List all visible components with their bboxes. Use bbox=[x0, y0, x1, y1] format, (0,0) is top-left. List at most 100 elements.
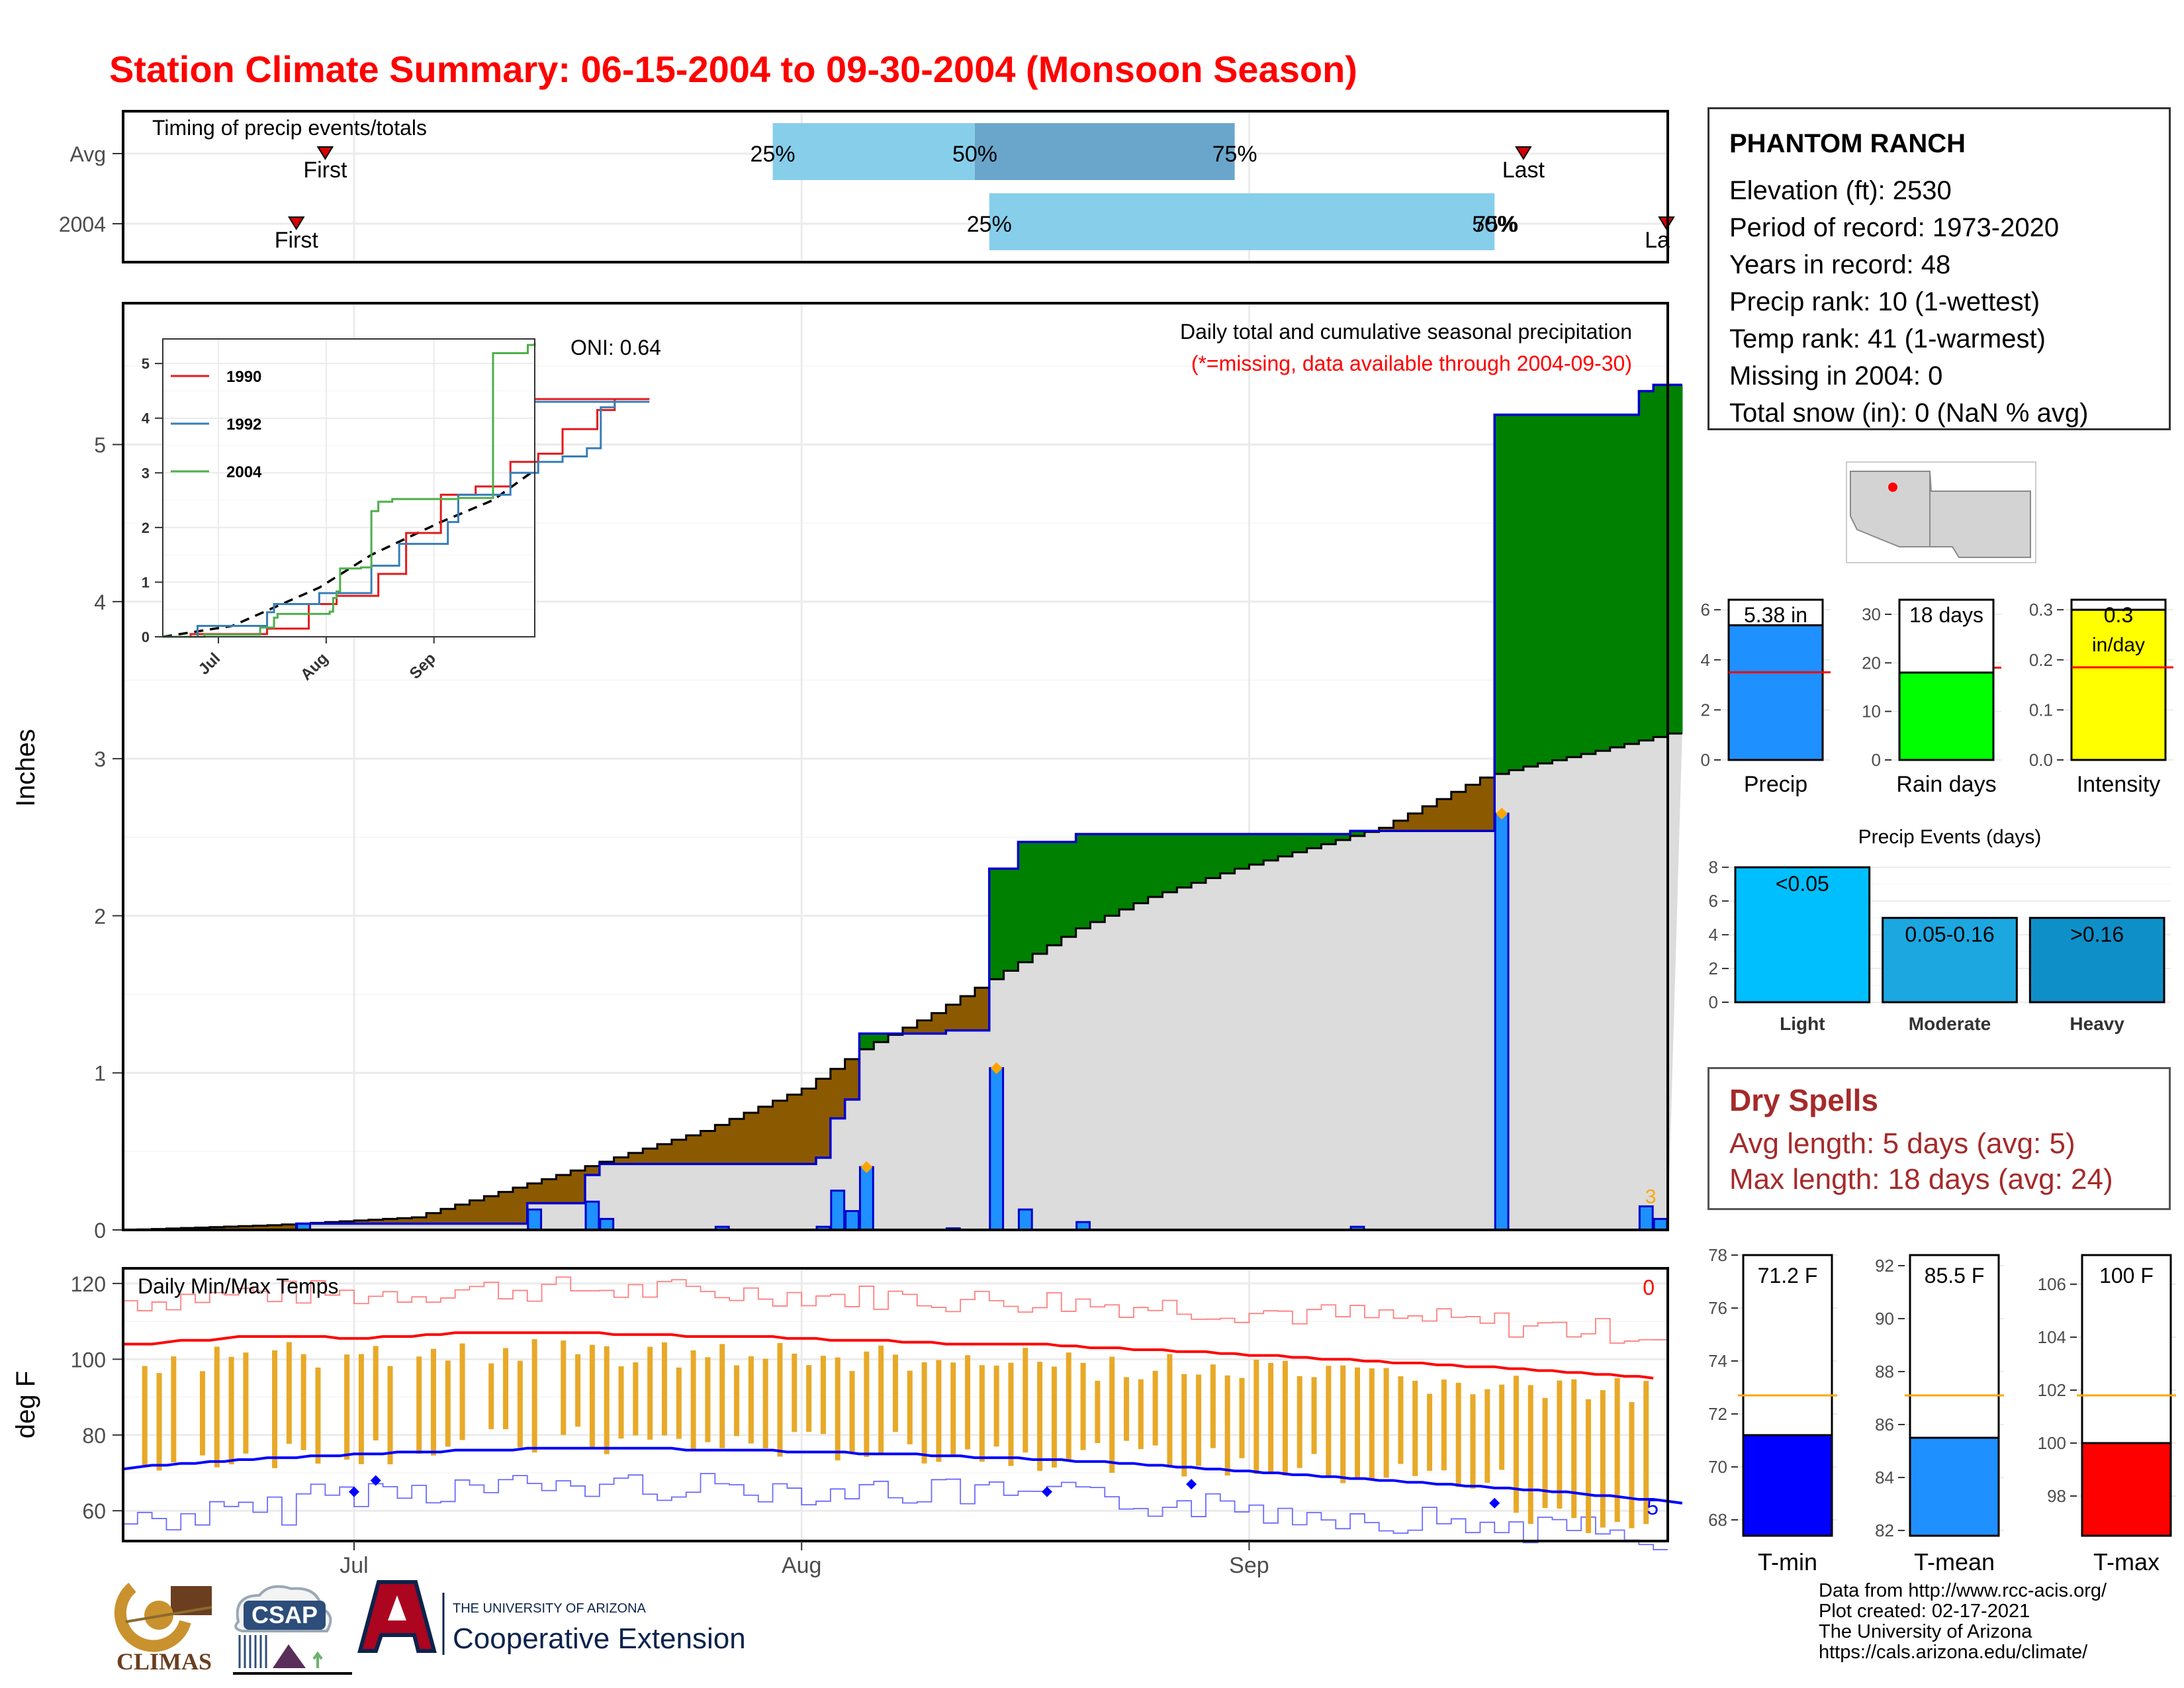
below-average-area bbox=[383, 1219, 398, 1224]
below-average-area bbox=[844, 1058, 860, 1100]
temp-summary-bar-t-min bbox=[1742, 1434, 1833, 1537]
cumulative-base-area bbox=[123, 733, 1682, 1230]
station-info-box: PHANTOM RANCH Elevation (ft): 2530 Perio… bbox=[1707, 107, 2171, 430]
summary-bar-intensity bbox=[2070, 608, 2167, 761]
station-name: PHANTOM RANCH bbox=[1729, 129, 1966, 158]
above-average-area bbox=[874, 1033, 889, 1043]
daily-precip-bar bbox=[584, 1200, 600, 1231]
inset-line-1990 bbox=[163, 398, 650, 638]
below-average-area bbox=[1422, 806, 1437, 831]
temp-summary-ytick-label: 98 bbox=[2047, 1486, 2066, 1506]
timing-avg-first-marker bbox=[316, 146, 334, 160]
above-average-area bbox=[1162, 834, 1177, 892]
summary-ytick-label: 0 bbox=[1872, 750, 1881, 770]
below-average-area bbox=[974, 988, 990, 1031]
summary-ytick-label: 2 bbox=[1701, 700, 1710, 720]
daily-precip-bar bbox=[830, 1190, 846, 1231]
above-average-area bbox=[1220, 834, 1236, 874]
climas-logo-arc bbox=[114, 1583, 191, 1652]
below-average-area bbox=[700, 1131, 715, 1164]
precip-ytick-label: 5 bbox=[94, 434, 106, 457]
daily-precip-bar bbox=[599, 1217, 615, 1231]
temp-summary-xlabel: T-min bbox=[1758, 1548, 1817, 1575]
below-average-area bbox=[1379, 827, 1394, 831]
below-average-area bbox=[830, 1068, 846, 1119]
events-ytick-label: 2 bbox=[1709, 959, 1718, 978]
below-average-area bbox=[455, 1204, 471, 1224]
temp-ytick-label: 60 bbox=[82, 1499, 106, 1523]
summary-ytick-label: 0.1 bbox=[2029, 700, 2053, 720]
csap-logo-mountain bbox=[273, 1644, 306, 1668]
station-period: Period of record: 1973-2020 bbox=[1729, 213, 2060, 242]
timing-avg-p25-label: 25% bbox=[751, 142, 796, 167]
temp-summary-ytick-label: 84 bbox=[1875, 1468, 1894, 1487]
credit-university: The University of Arizona bbox=[1819, 1621, 2032, 1642]
temp-summary-ytick-label: 102 bbox=[2038, 1380, 2066, 1400]
inset-ytick-label: 4 bbox=[142, 410, 150, 427]
above-average-area bbox=[1509, 414, 1524, 771]
above-average-area bbox=[1075, 834, 1091, 929]
below-average-area bbox=[628, 1152, 643, 1164]
ua-logo-big-text: Cooperative Extension bbox=[453, 1622, 746, 1655]
timing-avg-last-marker bbox=[1515, 146, 1532, 160]
inset-legend-label-1992: 1992 bbox=[226, 416, 261, 434]
below-average-area bbox=[498, 1192, 514, 1224]
below-average-area bbox=[585, 1166, 600, 1175]
temp-summary-ytick-label: 90 bbox=[1875, 1309, 1894, 1329]
summary-ytick-label: 0 bbox=[1701, 750, 1710, 770]
above-average-area bbox=[859, 1033, 874, 1050]
record-low-marker bbox=[1042, 1486, 1053, 1497]
below-average-area bbox=[426, 1213, 441, 1224]
station-precip-rank: Precip rank: 10 (1-wettest) bbox=[1729, 287, 2040, 316]
daily-precip-bar bbox=[1638, 1205, 1654, 1231]
summary-xlabel: Precip bbox=[1744, 772, 1807, 797]
timing-panel-border bbox=[122, 110, 1669, 263]
below-average-area bbox=[686, 1135, 702, 1164]
record-low-line bbox=[123, 1473, 1668, 1550]
timing-avg-bar-50-75 bbox=[974, 123, 1235, 180]
events-ytick-label: 8 bbox=[1709, 857, 1718, 877]
below-average-area bbox=[657, 1144, 672, 1164]
below-average-area bbox=[281, 1224, 297, 1230]
precip-ytick-label: 3 bbox=[94, 747, 106, 771]
below-average-area bbox=[931, 1013, 946, 1034]
inset-border bbox=[162, 338, 535, 637]
temp-ylabel: deg F bbox=[11, 1371, 40, 1438]
below-average-area bbox=[1451, 792, 1467, 831]
temp-summary-ytick-label: 100 bbox=[2038, 1433, 2066, 1453]
below-average-area bbox=[570, 1170, 586, 1203]
below-average-area bbox=[643, 1149, 658, 1164]
xtick-label-jul: Jul bbox=[340, 1553, 368, 1578]
events-title: Precip Events (days) bbox=[1858, 826, 2042, 848]
temp-summary-value-label: 85.5 F bbox=[1925, 1264, 1985, 1288]
timing-avg-first-label: First bbox=[303, 158, 347, 183]
below-average-area bbox=[917, 1020, 933, 1034]
record-low-marker bbox=[370, 1475, 381, 1486]
precip-ytick-label: 4 bbox=[94, 590, 106, 614]
credit-data-source: Data from http://www.rcc-acis.org/ bbox=[1819, 1580, 2107, 1601]
xtick-label-sep: Sep bbox=[1229, 1553, 1269, 1578]
above-average-area bbox=[1191, 834, 1206, 883]
below-average-area bbox=[758, 1106, 774, 1164]
below-average-area bbox=[267, 1225, 283, 1230]
precip-ytick-label: 0 bbox=[94, 1219, 106, 1243]
event-category-label: Heavy bbox=[2070, 1013, 2124, 1034]
event-bar-light bbox=[1734, 866, 1871, 1004]
precip-event-marker bbox=[990, 1062, 1003, 1074]
events-ytick-label: 0 bbox=[1709, 992, 1718, 1012]
temp-summary-ytick-label: 92 bbox=[1875, 1256, 1894, 1276]
map-southwest-region bbox=[1850, 471, 2031, 558]
above-average-area bbox=[1003, 868, 1019, 971]
page-title: Station Climate Summary: 06-15-2004 to 0… bbox=[109, 48, 1357, 90]
below-average-area bbox=[354, 1220, 369, 1224]
timing-2004-first-label: First bbox=[275, 228, 319, 253]
temp-summary-ytick-label: 78 bbox=[1708, 1245, 1727, 1265]
temp-summary-ytick-label: 104 bbox=[2038, 1327, 2066, 1347]
temp-summary-bar-t-max bbox=[2081, 1442, 2172, 1537]
below-average-area bbox=[816, 1078, 831, 1158]
below-average-area bbox=[209, 1227, 225, 1230]
summary-ytick-label: 20 bbox=[1862, 653, 1881, 673]
below-average-area bbox=[512, 1188, 528, 1224]
summary-xlabel: Rain days bbox=[1896, 772, 1996, 797]
precip-panel-subtitle: (*=missing, data available through 2004-… bbox=[1191, 352, 1632, 375]
